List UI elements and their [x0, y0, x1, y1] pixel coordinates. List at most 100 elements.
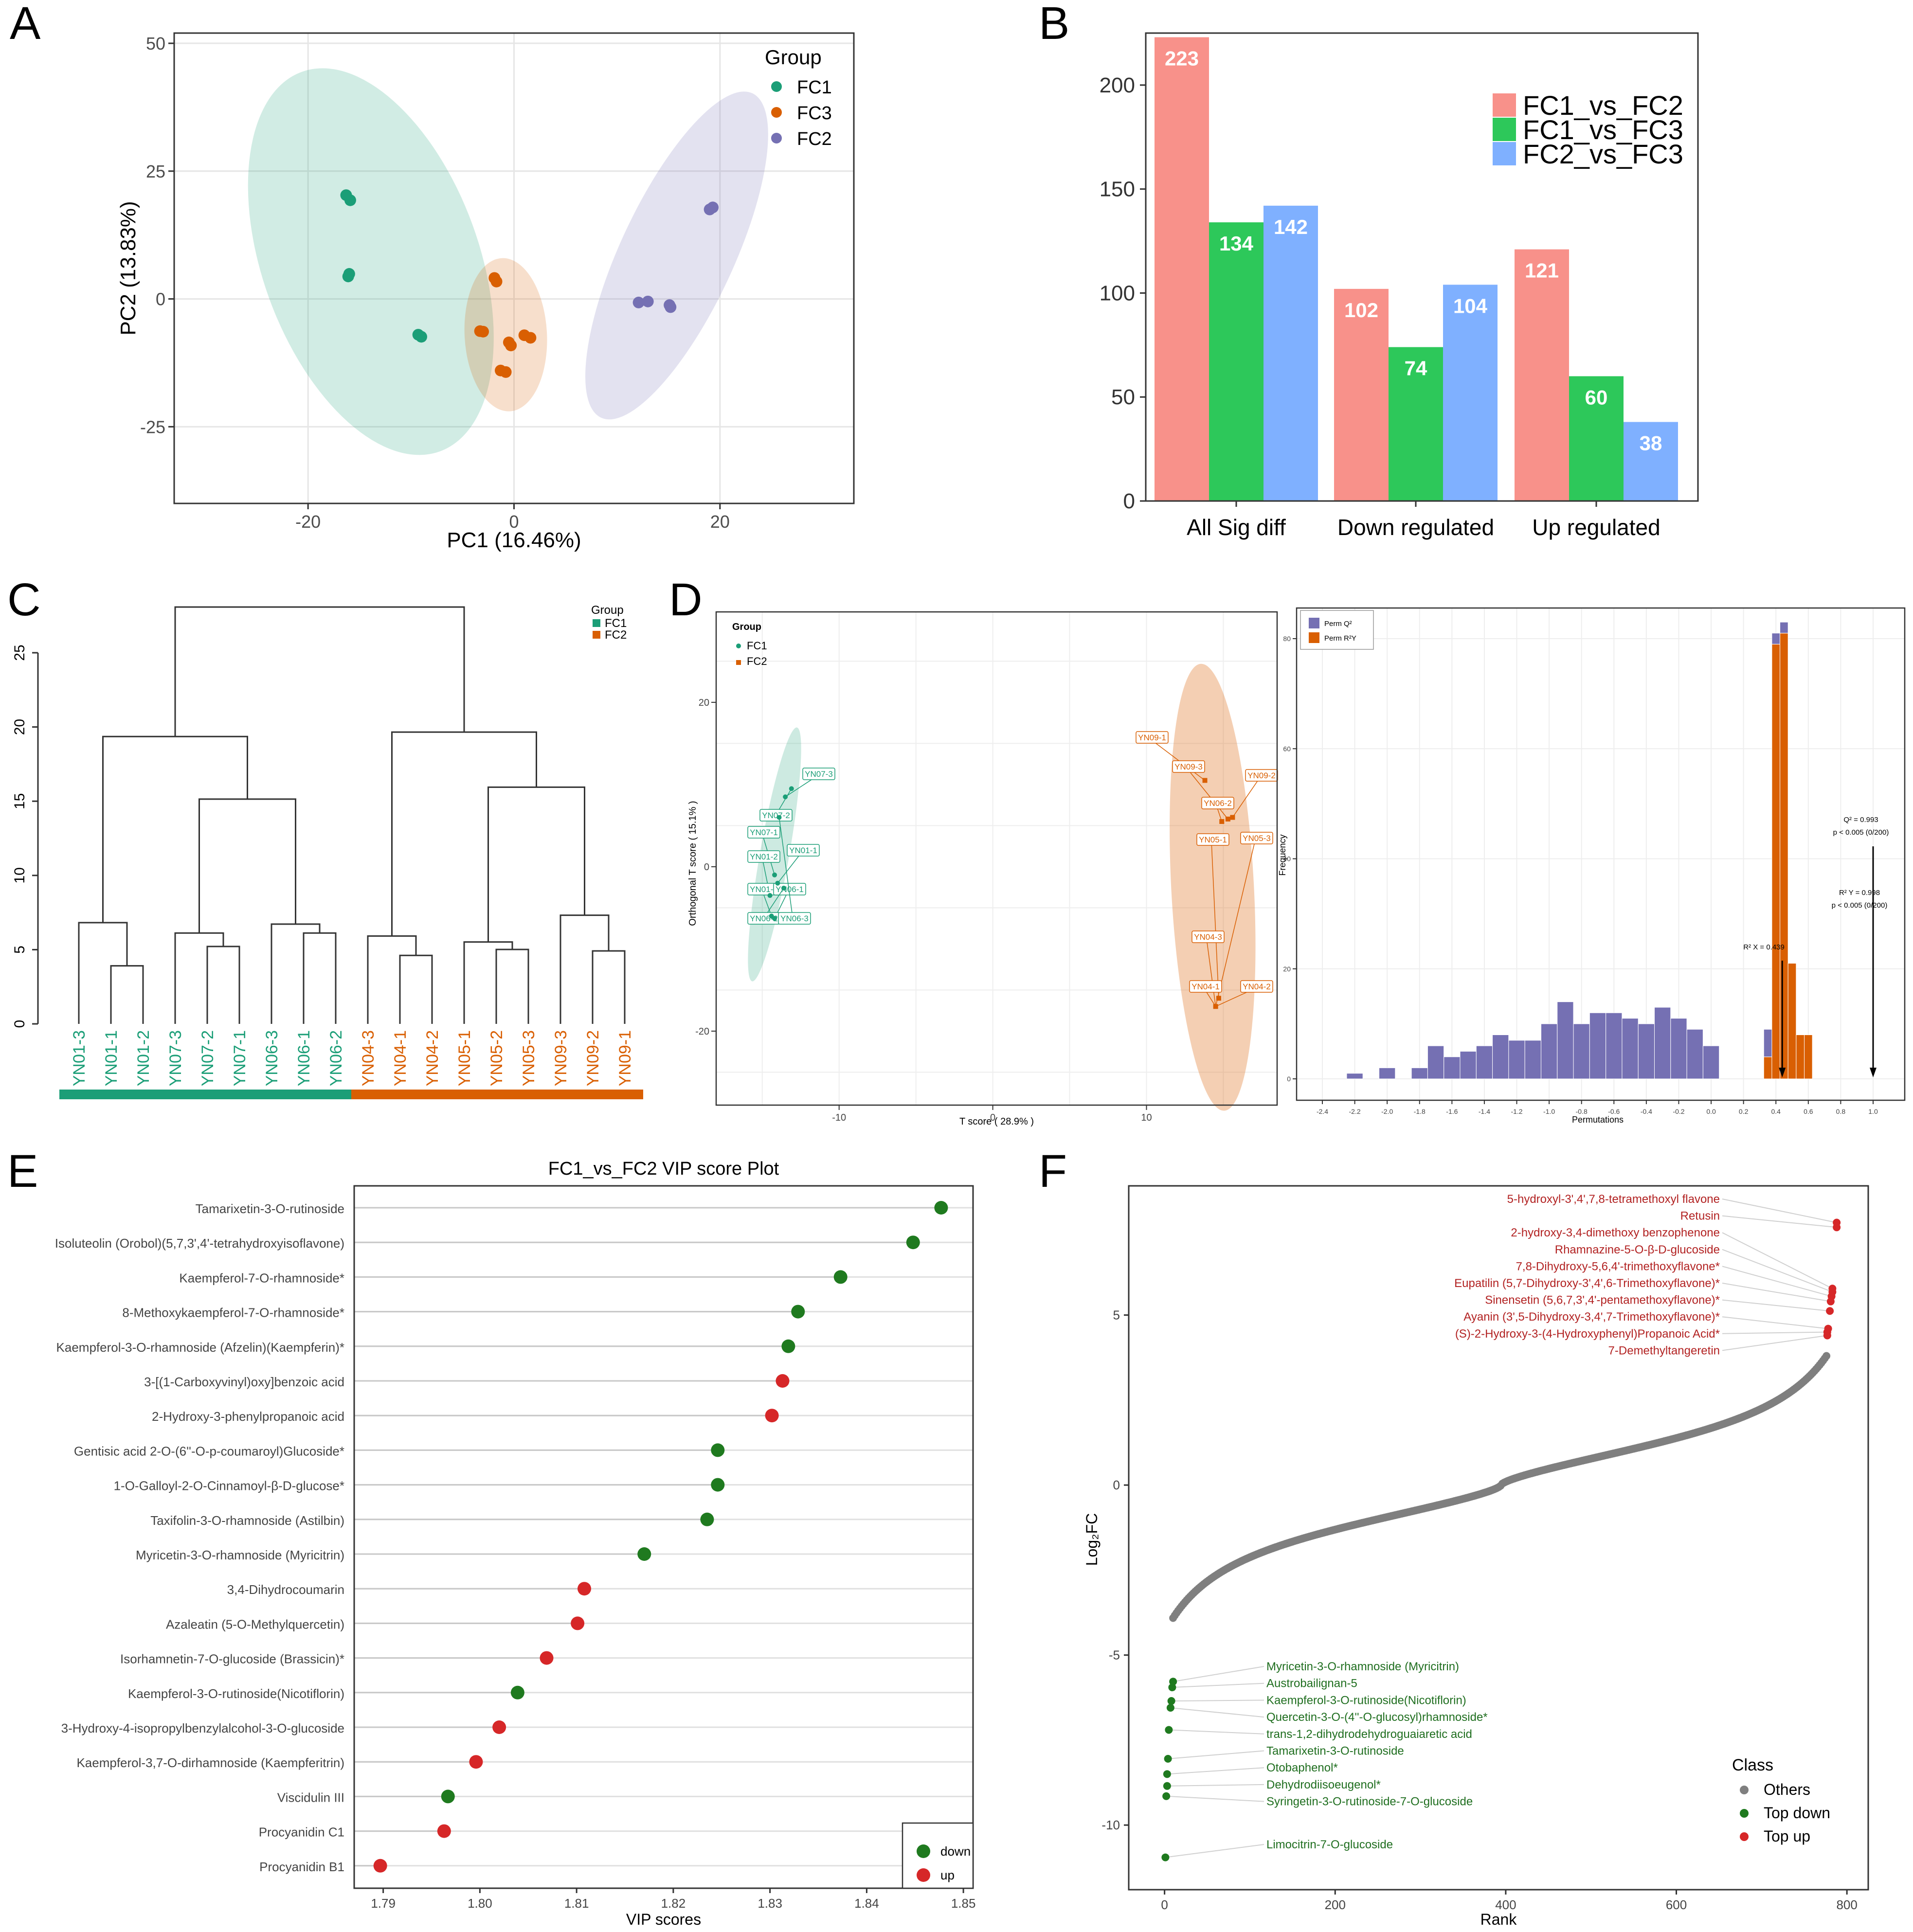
rank-label-top-down: Tamarixetin-3-O-rutinoside	[1266, 1745, 1404, 1758]
rank-label-leader	[1172, 1682, 1264, 1688]
perm-r2y-bar	[1771, 644, 1781, 1079]
bar-value-label: 74	[1405, 357, 1427, 380]
rank-label-top-up: 7-Demethyltangeretin	[1608, 1344, 1720, 1357]
vip-point-up	[765, 1409, 779, 1423]
dendrogram-legend-title: Group	[591, 604, 624, 617]
rank-label-top-down: Austrobailignan-5	[1266, 1677, 1357, 1690]
perm-r2y-line1: R² Y = 0.998	[1839, 889, 1880, 897]
dendrogram-tick-label: 10	[12, 867, 28, 883]
vip-legend-label-up: up	[940, 1868, 955, 1882]
dendrogram-branch	[487, 786, 585, 942]
perm-r2y-bar	[1763, 1056, 1772, 1079]
opls-sample-label: YN07-1	[750, 828, 778, 837]
vip-point-up	[437, 1824, 451, 1838]
opls-label-leader	[1232, 777, 1261, 818]
rank-label-leader	[1722, 1215, 1837, 1228]
dendrogram-branch	[559, 914, 610, 1024]
dendrogram-branch	[592, 950, 626, 1024]
pca-legend-key-fc2	[771, 133, 782, 143]
pca-point-fc1	[344, 194, 356, 206]
rank-label-leader	[1169, 1729, 1264, 1735]
rank-tick-label-x: 400	[1495, 1897, 1516, 1912]
opls-point-fc2	[1202, 778, 1208, 783]
dendrogram-leaf-label: YN05-1	[455, 1030, 474, 1086]
perm-tick-label-x: -2.4	[1317, 1108, 1328, 1115]
perm-tick-label-x: -2.2	[1349, 1108, 1361, 1115]
vip-frame	[353, 1185, 974, 1889]
rank-point-top-down	[1163, 1770, 1171, 1778]
dendrogram-leaf-label: YN05-3	[520, 1030, 538, 1086]
rank-label-top-up: Retusin	[1680, 1210, 1720, 1223]
opls-sample-label: YN01-1	[789, 846, 817, 855]
dendrogram-tick-label: 5	[12, 946, 28, 954]
rank-label-leader	[1722, 1283, 1831, 1302]
bar-value-label: 102	[1344, 299, 1378, 322]
opls-legend-key-fc1	[736, 644, 741, 648]
dendrogram-branch	[206, 946, 240, 1024]
opls-label-leader	[1206, 938, 1216, 1007]
opls-sample-label: YN05-1	[1199, 835, 1227, 844]
opls-label-box	[1240, 980, 1273, 993]
vip-point-down	[906, 1235, 920, 1250]
opls-ellipse-fc2	[1170, 663, 1256, 1111]
opls-tick-label-x: 10	[1141, 1112, 1152, 1123]
bar-fc1_vs_fc3	[1209, 222, 1263, 501]
dendrogram-groupbar-fc2	[351, 1090, 643, 1099]
dendrogram-branch	[110, 965, 144, 1024]
rank-point-top-down	[1169, 1678, 1177, 1686]
perm-tick-label-x: -0.2	[1673, 1108, 1684, 1115]
perm-q2-bar	[1557, 1002, 1574, 1079]
pca-ellipse-fc1	[248, 68, 494, 455]
perm-tick-label-x: 0.4	[1771, 1108, 1781, 1115]
rank-point-top-down	[1164, 1754, 1172, 1763]
perm-q2-bar	[1702, 1045, 1720, 1079]
opls-tick-label-x: -10	[832, 1112, 846, 1123]
perm-q2-bar	[1622, 1018, 1639, 1079]
perm-r2y-bar	[1804, 1035, 1813, 1079]
perm-tick-label-y: 80	[1283, 635, 1291, 643]
vip-point-up	[571, 1616, 585, 1630]
vip-item-label: 1-O-Galloyl-2-O-Cinnamoyl-β-D-glucose*	[114, 1479, 344, 1493]
opls-sample-label: YN05-3	[1243, 834, 1271, 843]
opls-point-fc1	[767, 893, 773, 898]
vip-item-label: 3-[(1-Carboxyvinyl)oxy]benzoic acid	[144, 1375, 344, 1389]
rank-label-leader	[1722, 1316, 1828, 1329]
rank-ylabel: Log₂FC	[1083, 1513, 1101, 1566]
opls-label-box	[1172, 760, 1205, 773]
perm-q2-bar	[1379, 1067, 1396, 1079]
pca-ellipse-fc3	[464, 258, 547, 411]
perm-r2x-label: R² X = 0.439	[1743, 943, 1785, 951]
rank-plot: 5-hydroxyl-3',4',7,8-tetramethoxyl flavo…	[1083, 1185, 1869, 1928]
vip-point-up	[492, 1720, 506, 1734]
perm-q2-bar	[1638, 1023, 1655, 1079]
perm-q2-bar	[1573, 1023, 1590, 1079]
perm-tick-label-y: 0	[1287, 1075, 1291, 1083]
opls-sample-label: YN04-1	[1191, 982, 1220, 991]
vip-item-label: Myricetin-3-O-rhamnoside (Myricitrin)	[136, 1548, 344, 1562]
dendrogram-legend-label-fc2: FC2	[605, 628, 627, 642]
rank-tick-label-x: 800	[1836, 1897, 1857, 1912]
vip-item-label: Isoluteolin (Orobol)(5,7,3',4'-tetrahydr…	[55, 1236, 344, 1251]
opls-score-plot: YN07-3 YN07-2 YN07-1 YN01-1 YN01-2 YN01-3 YN06…	[687, 611, 1278, 1127]
perm-frame	[1296, 607, 1906, 1101]
pca-tick-label-x: 0	[509, 512, 519, 532]
dendrogram-leaf-label: YN01-1	[102, 1030, 121, 1086]
vip-tick-label-x: 1.85	[951, 1896, 976, 1911]
dendrogram-branch	[367, 935, 417, 1024]
vip-point-down	[637, 1547, 651, 1561]
vip-tick-label-x: 1.83	[758, 1896, 782, 1911]
vip-tick-label-x: 1.79	[371, 1896, 396, 1911]
rank-label-top-down: Syringetin-3-O-rutinoside-7-O-glucoside	[1266, 1795, 1473, 1808]
perm-tick-label-x: -0.8	[1576, 1108, 1588, 1115]
bar-legend-label: FC1_vs_FC2	[1523, 90, 1683, 121]
bar-fc1_vs_fc3	[1389, 347, 1443, 501]
rank-tick-label-y: 5	[1113, 1308, 1120, 1323]
rank-label-top-down: trans-1,2-dihydrodehydroguaiaretic acid	[1266, 1728, 1472, 1741]
rank-label-top-up: 5-hydroxyl-3',4',7,8-tetramethoxyl flavo…	[1507, 1193, 1720, 1206]
opls-point-fc2	[1219, 819, 1225, 824]
perm-tick-label-x: -1.6	[1446, 1108, 1458, 1115]
opls-label-box	[747, 850, 780, 863]
rank-legend-key	[1740, 1786, 1749, 1794]
vip-item-label: Procyanidin C1	[259, 1825, 344, 1840]
